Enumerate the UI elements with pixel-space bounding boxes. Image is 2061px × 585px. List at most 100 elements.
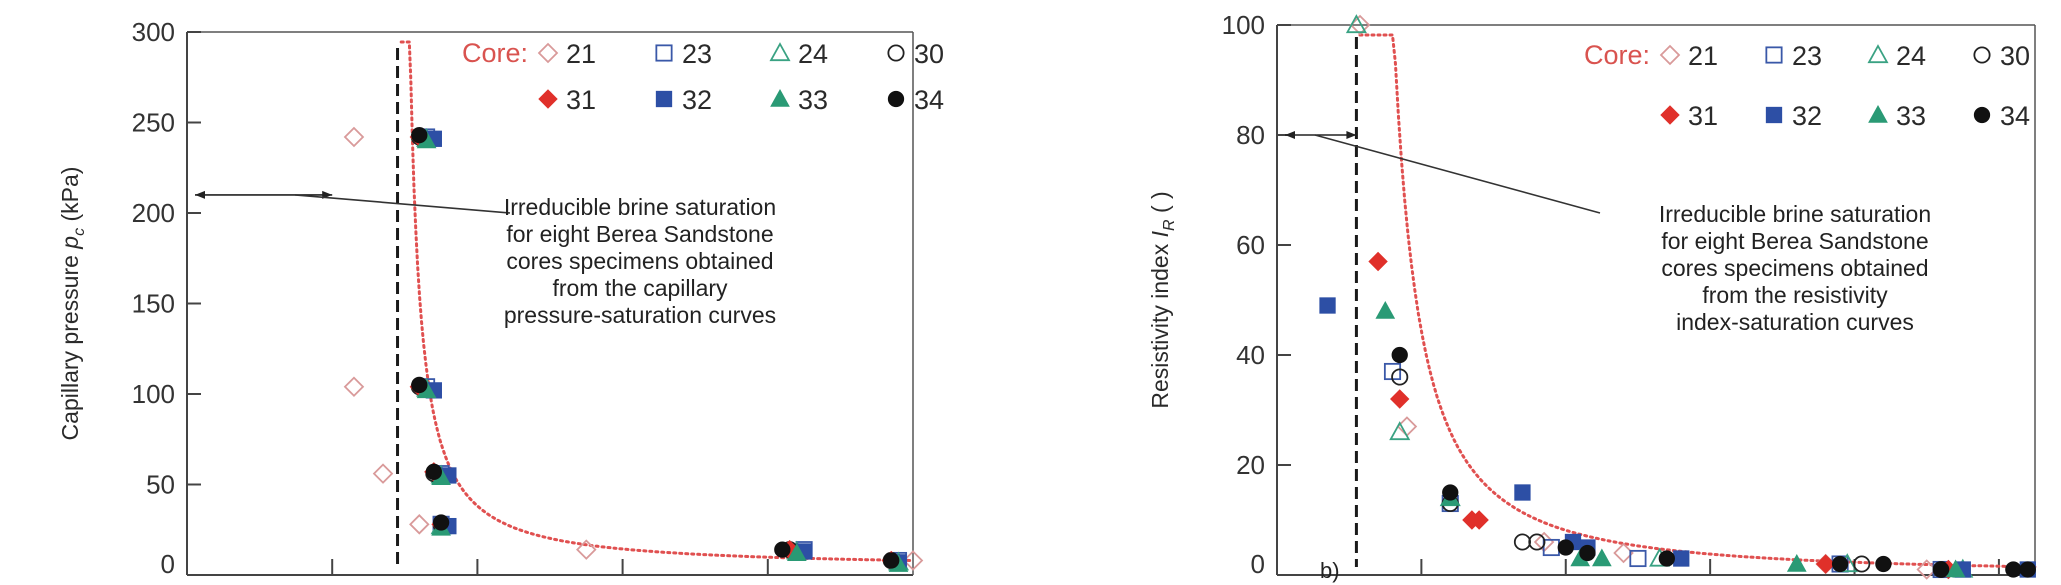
data-point [1933,561,1950,578]
y-tick-label: 40 [1236,340,1265,370]
data-point [432,514,450,531]
data-point [1673,550,1690,567]
panel-label: b) [1320,558,1340,583]
annotation-text: Irreducible brine saturation [504,194,776,220]
data-point [1442,484,1459,501]
x-tick-label: 1.0 [1981,581,2017,585]
y-tick-label: 0 [161,549,175,579]
legend-label: 24 [798,39,828,69]
x-tick-label: 0.2 [314,581,350,585]
legend-label: 23 [682,39,712,69]
chart-canvas: 0501001502002503000.00.20.40.60.81.0Brin… [57,17,944,585]
annotation-text: cores specimens obtained [506,248,773,274]
data-point [1390,389,1410,409]
annotation-text: from the resistivity [1702,282,1888,308]
legend-label: 32 [682,85,712,115]
y-tick-label: 20 [1236,450,1265,480]
y-tick-label: 0 [1251,549,1265,579]
data-point [409,514,430,535]
data-point [1513,533,1531,551]
data-point [425,463,442,480]
y-axis-title: Capillary pressure pc (kPa) [57,167,88,441]
legend-marker-icon [655,44,673,62]
data-point [774,541,791,558]
arrow-head-left-icon [195,190,205,199]
legend-marker-icon [1765,46,1783,64]
legend-title: Core: [1584,40,1650,70]
data-point [1629,549,1647,568]
data-point [1579,544,1596,562]
data-point [786,543,807,561]
x-tick-label: 0.0 [1259,581,1295,585]
legend-label: 21 [1688,41,1718,71]
legend-marker-icon [1973,46,1991,64]
annotation-text: pressure-saturation curves [504,302,776,328]
legend-marker-icon [537,42,559,64]
x-tick-label: 0.6 [1692,581,1728,585]
y-axis-title: Resistivity index IR ( ) [1147,191,1178,408]
x-tick-label: 0.4 [1548,581,1584,585]
legend-marker-icon [1659,44,1681,66]
data-point [576,539,597,560]
data-point [1542,538,1560,557]
x-tick-label: 0.0 [169,581,205,585]
annotation-leader-line [1314,134,1601,214]
legend-marker-icon [1868,104,1888,123]
legend-label: 31 [1688,101,1718,131]
chart-canvas: 0204060801000.00.20.40.60.81.0Brine satu… [1147,10,2037,585]
x-tick-label: 0.8 [750,581,786,585]
data-point [1945,559,1966,578]
data-point [1853,555,1871,573]
annotation-text: for eight Berea Sandstone [506,221,773,247]
legend-marker-icon [769,42,791,62]
capillary-pressure-chart: 0501001502002503000.00.20.40.60.81.0Brin… [0,0,1030,585]
legend-marker-icon [1867,44,1889,64]
data-point [1391,346,1408,364]
data-point [411,376,428,394]
x-tick-label: 0.2 [1403,581,1439,585]
data-points [343,126,924,572]
resistivity-index-chart: 0204060801000.00.20.40.60.81.0Brine satu… [1030,0,2061,585]
legend-label: 34 [914,85,944,115]
data-point [343,126,365,148]
annotation-text: for eight Berea Sandstone [1661,228,1928,254]
legend-label: 21 [566,39,596,69]
legend-marker-icon [538,89,558,109]
fit-curve [1358,33,2037,569]
data-point [1391,368,1409,386]
x-tick-label: 1.0 [895,581,931,585]
data-point [1786,553,1807,572]
data-point [1658,550,1675,567]
y-tick-label: 50 [146,470,175,500]
legend-marker-icon [770,88,790,107]
data-point [1319,297,1336,314]
legend-marker-icon [655,90,673,108]
legend-marker-icon [1660,105,1680,125]
legend-marker-icon [887,44,905,62]
data-point [1875,555,1892,573]
data-point [1469,510,1489,530]
data-point [2005,561,2022,578]
legend-title: Core: [462,38,528,68]
x-tick-label: 0.8 [1836,581,1872,585]
data-point [1514,484,1531,501]
x-tick-label: 0.4 [459,581,495,585]
data-point [1831,555,1849,573]
data-point [1389,421,1411,441]
data-point [343,376,365,398]
y-tick-label: 100 [132,379,175,409]
arrow-head-left-icon [1285,131,1295,139]
annotation-text: Irreducible brine saturation [1659,201,1931,227]
data-point [1528,533,1546,551]
data-point [2019,561,2036,578]
arrow-head-right-icon [1346,131,1357,139]
legend-label: 34 [2000,101,2030,131]
legend-label: 24 [1896,41,1926,71]
y-tick-label: 80 [1236,120,1265,150]
data-point [1557,539,1574,556]
y-tick-label: 200 [132,198,175,228]
legend-label: 23 [1792,41,1822,71]
legend-marker-icon [1973,106,1991,124]
data-point [372,463,394,484]
data-point [883,552,900,569]
